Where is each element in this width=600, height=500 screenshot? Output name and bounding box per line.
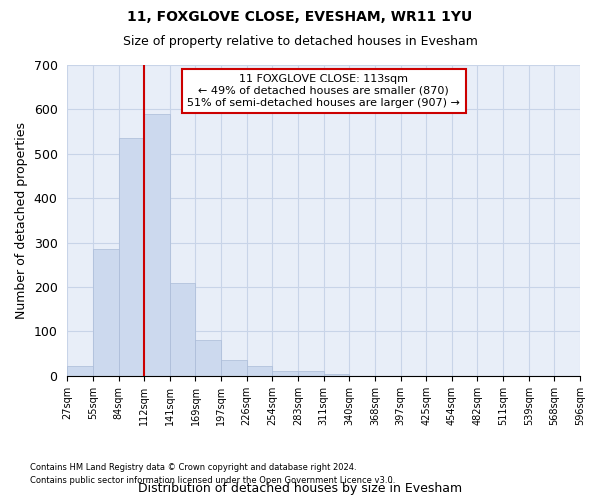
Bar bbox=[196, 340, 221, 376]
Text: 11, FOXGLOVE CLOSE, EVESHAM, WR11 1YU: 11, FOXGLOVE CLOSE, EVESHAM, WR11 1YU bbox=[127, 10, 473, 24]
Bar bbox=[67, 366, 93, 376]
Bar bbox=[170, 282, 196, 376]
Bar bbox=[144, 114, 170, 376]
Bar bbox=[323, 374, 349, 376]
Text: Distribution of detached houses by size in Evesham: Distribution of detached houses by size … bbox=[138, 482, 462, 495]
Bar bbox=[93, 250, 119, 376]
Bar bbox=[221, 360, 247, 376]
Text: Size of property relative to detached houses in Evesham: Size of property relative to detached ho… bbox=[122, 35, 478, 48]
Bar bbox=[119, 138, 144, 376]
Y-axis label: Number of detached properties: Number of detached properties bbox=[15, 122, 28, 319]
Text: 11 FOXGLOVE CLOSE: 113sqm
← 49% of detached houses are smaller (870)
51% of semi: 11 FOXGLOVE CLOSE: 113sqm ← 49% of detac… bbox=[187, 74, 460, 108]
Bar bbox=[298, 372, 323, 376]
Bar bbox=[247, 366, 272, 376]
Text: Contains HM Land Registry data © Crown copyright and database right 2024.: Contains HM Land Registry data © Crown c… bbox=[30, 464, 356, 472]
Text: Contains public sector information licensed under the Open Government Licence v3: Contains public sector information licen… bbox=[30, 476, 395, 485]
Bar bbox=[272, 372, 298, 376]
